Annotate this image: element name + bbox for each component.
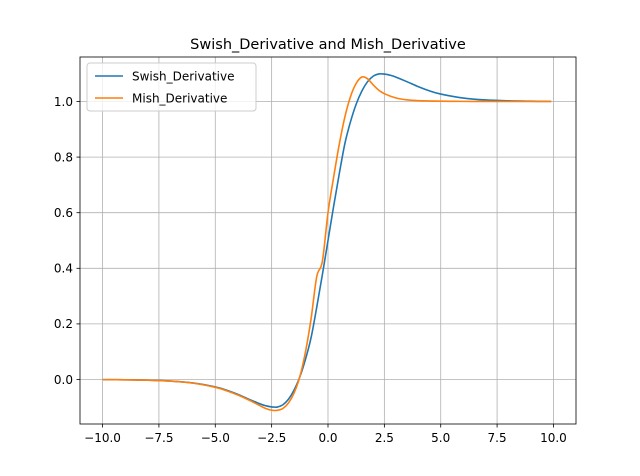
x-tick-label: 0.0: [318, 431, 337, 445]
y-tick-label: 0.0: [54, 373, 73, 387]
x-tick-label: −7.5: [144, 431, 173, 445]
legend-label: Swish_Derivative: [132, 69, 235, 83]
y-tick-label: 0.6: [54, 206, 73, 220]
x-tick-label: 2.5: [375, 431, 394, 445]
x-tick-label: 10.0: [540, 431, 567, 445]
chart-title: Swish_Derivative and Mish_Derivative: [190, 37, 466, 53]
grid: [80, 57, 576, 424]
axis-ticks: −10.0 −7.5 −5.0 −2.5 0.0 2.5 5.0 7.5 10.0 0.0 0.2 0…: [54, 95, 567, 445]
x-tick-label: 5.0: [431, 431, 450, 445]
x-tick-label: −2.5: [257, 431, 286, 445]
legend-box: [86, 62, 257, 112]
y-tick-label: 0.4: [54, 262, 73, 276]
x-tick-label: 7.5: [488, 431, 507, 445]
x-tick-label: −10.0: [84, 431, 121, 445]
y-tick-label: 0.8: [54, 150, 73, 164]
y-tick-label: 0.2: [54, 317, 73, 331]
x-tick-label: −5.0: [201, 431, 230, 445]
legend-label: Mish_Derivative: [132, 91, 227, 105]
y-tick-label: 1.0: [54, 95, 73, 109]
series: [102, 72, 552, 412]
series-line-mish-derivative: [102, 75, 552, 412]
legend: Swish_Derivative Mish_Derivative: [86, 62, 257, 112]
